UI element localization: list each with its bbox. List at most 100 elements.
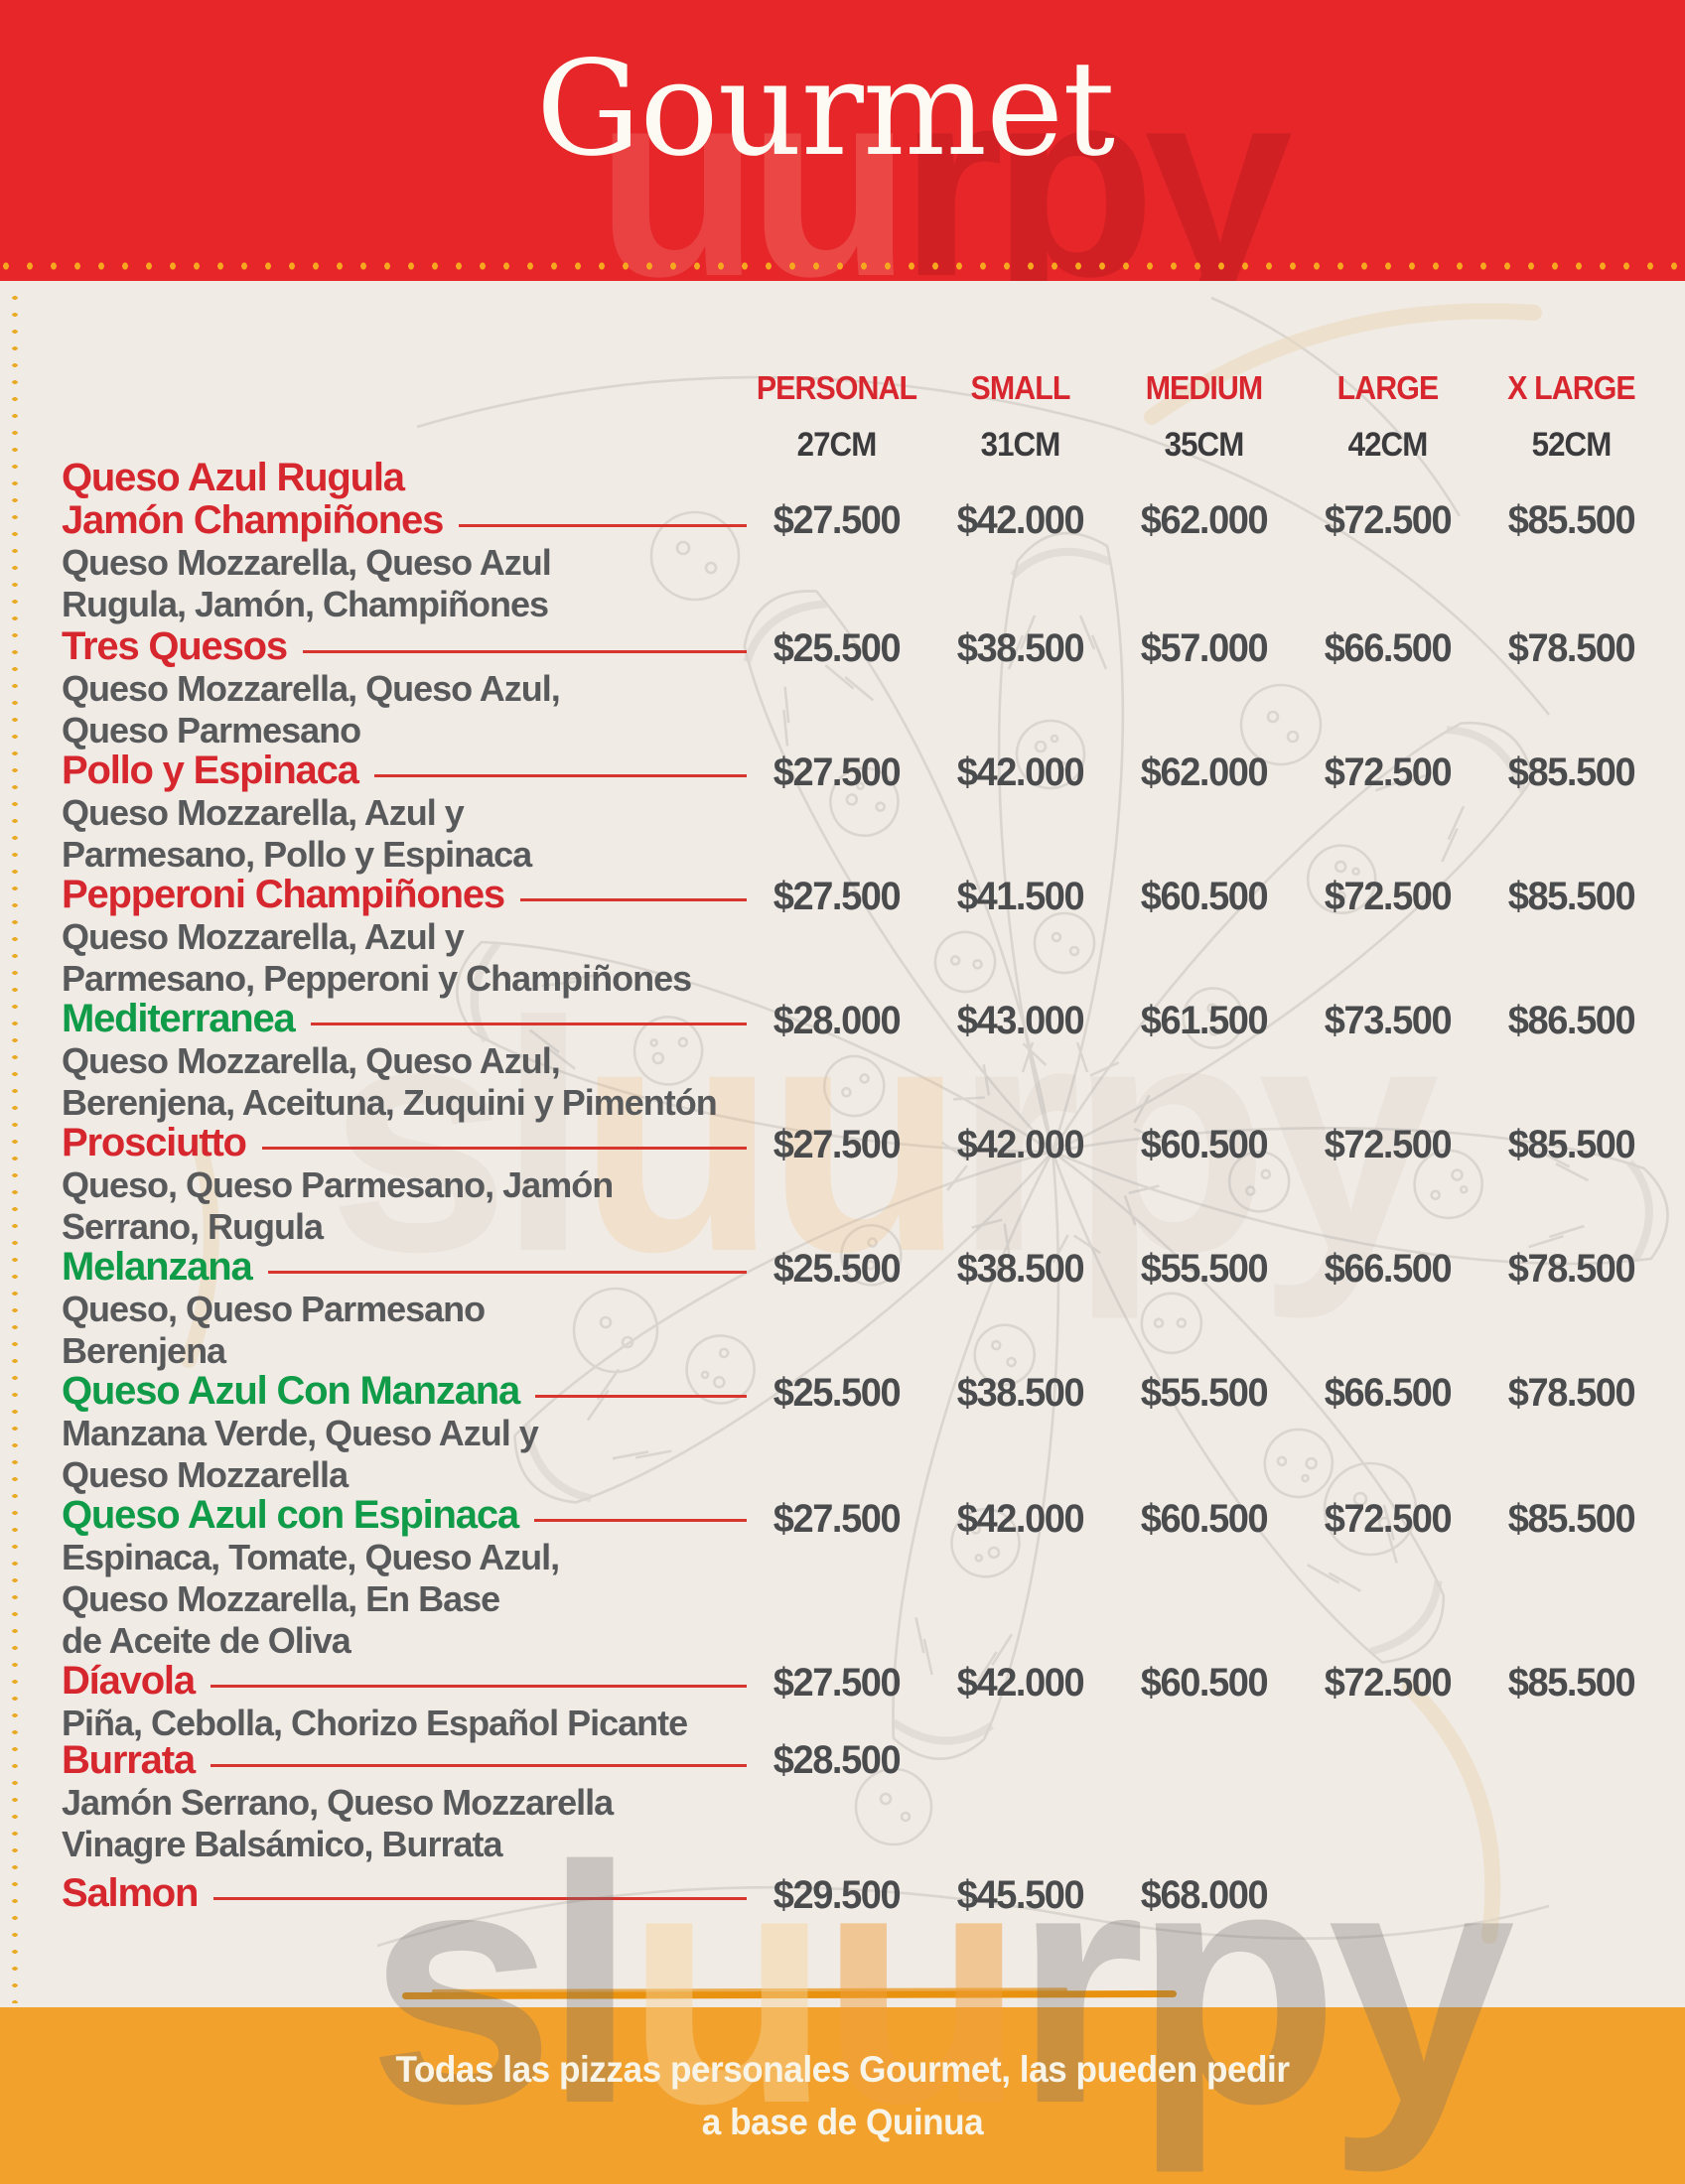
price-large: $72.500	[1324, 498, 1453, 542]
menu-item-pepperoni-champinones: Pepperoni Champiñones Queso Mozzarella, …	[62, 874, 747, 1000]
item-name: Jamón Champiñones	[62, 499, 747, 542]
leader-line	[519, 898, 747, 901]
item-description: Berenjena	[62, 1330, 226, 1371]
price-medium: $60.500	[1140, 1497, 1269, 1541]
menu-item-queso-azul-con-manzana: Queso Azul Con Manzana Manzana Verde, Qu…	[62, 1370, 747, 1496]
item-description: de Aceite de Oliva	[62, 1620, 351, 1661]
price-xlarge: $85.500	[1507, 1661, 1636, 1705]
price-medium: $61.500	[1140, 999, 1269, 1042]
price-small: $41.500	[956, 875, 1085, 918]
header-band: uurpy Gourmet	[0, 0, 1685, 281]
size-column-personal: PERSONAL 27CM	[745, 369, 928, 465]
price-personal: $29.500	[772, 1873, 902, 1917]
item-name: Queso Azul Rugula	[62, 457, 747, 499]
price-medium: $60.500	[1140, 1661, 1269, 1705]
item-description: Queso Mozzarella, En Base	[62, 1578, 500, 1619]
item-name: Queso Azul con Espinaca	[62, 1494, 747, 1537]
price-row: $27.500 $42.000 $62.000 $72.500 $85.500	[745, 499, 1663, 542]
leader-line	[373, 774, 747, 777]
price-medium: $60.500	[1140, 1123, 1269, 1166]
leader-line	[210, 1764, 747, 1767]
price-xlarge: $78.500	[1507, 1247, 1636, 1291]
price-small: $42.000	[956, 498, 1085, 542]
item-description: Berenjena, Aceituna, Zuquini y Pimentón	[62, 1082, 718, 1123]
price-personal: $27.500	[772, 751, 902, 794]
menu-item-pollo-y-espinaca: Pollo y Espinaca Queso Mozzarella, Azul …	[62, 750, 747, 876]
price-large: $73.500	[1324, 999, 1453, 1042]
price-large: $72.500	[1324, 1123, 1453, 1166]
size-column-medium: MEDIUM 35CM	[1112, 369, 1296, 465]
size-column-xlarge: X LARGE 52CM	[1479, 369, 1663, 465]
price-personal: $25.500	[772, 1371, 902, 1415]
item-description: Queso Mozzarella, Azul y	[62, 916, 465, 957]
size-column-small: SMALL 31CM	[928, 369, 1112, 465]
price-large: $72.500	[1324, 751, 1453, 794]
size-cm: 52CM	[1531, 426, 1613, 464]
footer-note: Todas las pizzas personales Gourmet, las…	[0, 2043, 1685, 2148]
price-personal: $27.500	[772, 1661, 902, 1705]
price-medium: $55.500	[1140, 1371, 1269, 1415]
price-row: $28.000 $43.000 $61.500 $73.500 $86.500	[745, 1000, 1663, 1042]
price-small: $38.500	[956, 1371, 1085, 1415]
menu-item-tres-quesos: Tres Quesos Queso Mozzarella, Queso Azul…	[62, 625, 747, 751]
size-cm: 27CM	[796, 426, 878, 464]
item-name: Melanzana	[62, 1246, 747, 1289]
leader-line	[535, 1395, 747, 1398]
item-description: Queso, Queso Parmesano, Jamón	[62, 1164, 614, 1205]
price-xlarge: $85.500	[1507, 751, 1636, 794]
price-row: $25.500 $38.500 $55.500 $66.500 $78.500	[745, 1248, 1663, 1291]
size-label: LARGE	[1336, 369, 1440, 406]
item-name: Díavola	[62, 1660, 747, 1703]
price-personal: $27.500	[772, 1123, 902, 1166]
size-cm: 35CM	[1164, 426, 1245, 464]
size-cm: 31CM	[980, 426, 1061, 464]
item-name-text: Tres Quesos	[62, 624, 288, 668]
item-description: Queso, Queso Parmesano	[62, 1289, 486, 1329]
price-personal: $25.500	[772, 1247, 902, 1291]
item-name: Pepperoni Champiñones	[62, 874, 747, 916]
item-description: Manzana Verde, Queso Azul y	[62, 1413, 539, 1453]
price-row: $25.500 $38.500 $55.500 $66.500 $78.500	[745, 1372, 1663, 1415]
item-name: Prosciutto	[62, 1122, 747, 1164]
leader-line	[261, 1147, 747, 1150]
item-name: Pollo y Espinaca	[62, 750, 747, 792]
left-dotted-border	[9, 290, 21, 2003]
price-small: $38.500	[956, 626, 1085, 670]
price-medium: $60.500	[1140, 875, 1269, 918]
item-name-text: Jamón Champiñones	[62, 498, 444, 542]
price-personal: $28.500	[772, 1738, 902, 1782]
footer-band	[0, 2007, 1685, 2184]
size-label: MEDIUM	[1145, 369, 1264, 406]
leader-line	[213, 1897, 747, 1900]
price-xlarge: $85.500	[1507, 498, 1636, 542]
price-small: $42.000	[956, 751, 1085, 794]
size-label: X LARGE	[1507, 369, 1635, 406]
price-row: $27.500 $42.000 $60.500 $72.500 $85.500	[745, 1498, 1663, 1541]
leader-line	[533, 1519, 747, 1522]
price-personal: $27.500	[772, 875, 902, 918]
item-name-text: Pepperoni Champiñones	[62, 873, 505, 916]
price-xlarge: $78.500	[1507, 626, 1636, 670]
item-name-text: Melanzana	[62, 1245, 253, 1289]
price-large: $72.500	[1324, 1497, 1453, 1541]
item-description: Vinagre Balsámico, Burrata	[62, 1824, 503, 1864]
price-medium: $62.000	[1140, 498, 1269, 542]
price-xlarge: $78.500	[1507, 1371, 1636, 1415]
item-name: Queso Azul Con Manzana	[62, 1370, 747, 1413]
menu-item-prosciutto: Prosciutto Queso, Queso Parmesano, Jamón…	[62, 1122, 747, 1248]
size-label: PERSONAL	[756, 369, 917, 406]
item-name-text: Pollo y Espinaca	[62, 749, 359, 792]
size-label: SMALL	[970, 369, 1071, 406]
price-row: $27.500 $42.000 $60.500 $72.500 $85.500	[745, 1124, 1663, 1166]
item-name-text: Díavola	[62, 1659, 196, 1703]
price-xlarge: $85.500	[1507, 1497, 1636, 1541]
price-large: $66.500	[1324, 626, 1453, 670]
item-name-text: Queso Azul Rugula	[62, 456, 405, 499]
footer-note-line2: a base de Quinua	[701, 2102, 984, 2142]
item-name-text: Salmon	[62, 1871, 199, 1915]
item-name-text: Prosciutto	[62, 1121, 247, 1164]
price-personal: $25.500	[772, 626, 902, 670]
item-description: Queso Mozzarella, Queso Azul,	[62, 668, 561, 709]
price-personal: $27.500	[772, 1497, 902, 1541]
item-description: Piña, Cebolla, Chorizo Español Picante	[62, 1703, 688, 1743]
